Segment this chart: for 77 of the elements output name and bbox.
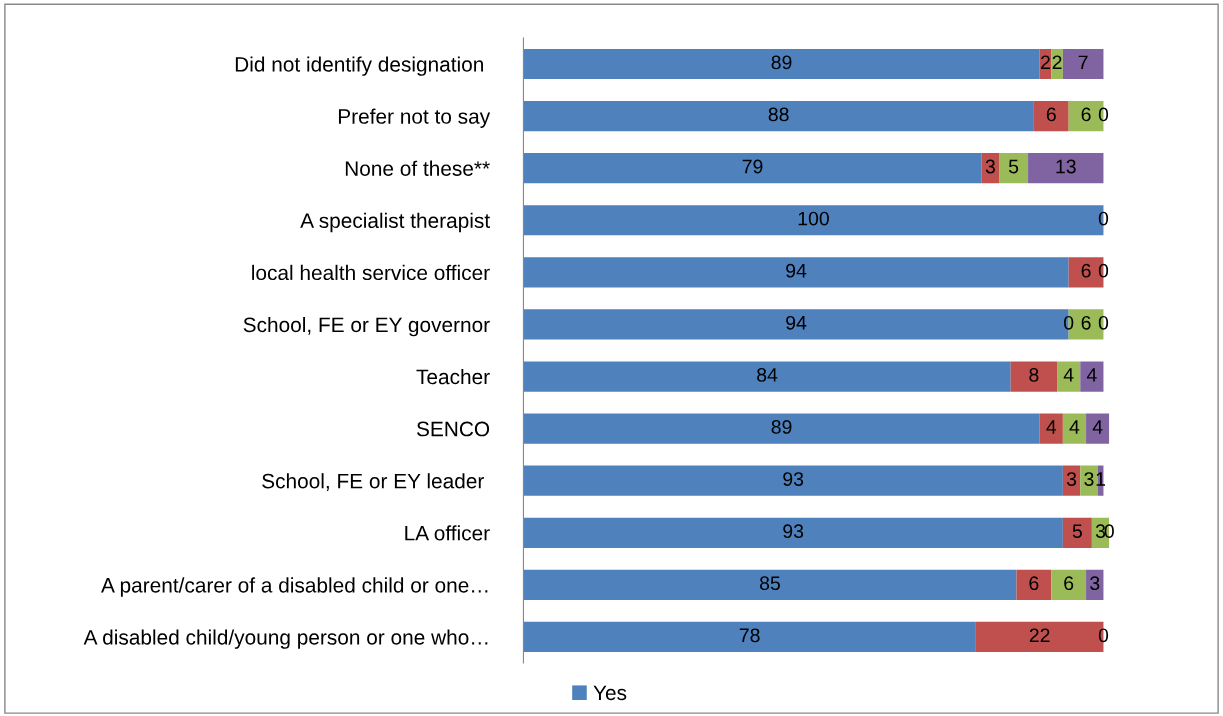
data-label: 78	[739, 628, 760, 643]
bar	[1010, 361, 1058, 392]
data-label: 2	[1052, 55, 1062, 70]
bar	[1016, 569, 1052, 600]
legend-label: Yes	[593, 685, 627, 701]
data-label: 6	[1029, 576, 1039, 591]
y-tick-label: local health service officer	[252, 264, 490, 281]
y-tick-label: Did not identify designation	[235, 56, 483, 76]
data-label: 88	[768, 107, 789, 122]
data-label: 3	[1066, 472, 1077, 486]
data-label: 0	[1104, 524, 1114, 539]
bar	[1039, 413, 1063, 444]
data-label: 7	[1078, 55, 1088, 70]
bar	[1080, 465, 1098, 496]
bar	[523, 48, 1040, 80]
data-label: 8	[1029, 367, 1039, 382]
bar	[1051, 569, 1087, 600]
data-label: 89	[771, 55, 792, 70]
data-label: 4	[1086, 368, 1097, 382]
data-label: 6	[1081, 263, 1091, 278]
bar	[1062, 413, 1087, 444]
data-label: 4	[1092, 420, 1103, 434]
data-label: 84	[757, 367, 778, 382]
data-label: 13	[1056, 159, 1076, 174]
data-label: 4	[1046, 420, 1057, 434]
y-tick-label: None of these**	[345, 160, 490, 176]
data-label: 94	[786, 263, 807, 278]
data-label: 3	[985, 159, 995, 174]
bar	[1080, 361, 1104, 392]
data-label: 3	[1090, 576, 1100, 591]
data-label: 94	[786, 315, 807, 330]
data-label: 100	[798, 211, 829, 226]
y-tick-label: A specialist therapist	[300, 212, 490, 233]
data-label: 0	[1064, 315, 1074, 330]
bar	[523, 517, 1063, 548]
bar	[523, 100, 1034, 132]
bar	[1086, 413, 1110, 444]
data-label: 93	[783, 472, 804, 486]
bar	[523, 413, 1040, 444]
bar	[523, 621, 976, 653]
y-tick-label: A disabled child/young person or one who…	[83, 629, 488, 649]
data-label: 6	[1064, 576, 1074, 591]
bar	[1062, 517, 1092, 548]
data-label: 93	[783, 524, 804, 539]
bar	[1062, 48, 1104, 80]
data-label: 89	[771, 420, 792, 434]
data-label: 2	[1041, 55, 1050, 70]
bar	[523, 465, 1063, 496]
data-label: 6	[1046, 107, 1056, 122]
y-tick-label: SENCO	[416, 421, 490, 437]
data-label: 85	[759, 576, 780, 591]
y-tick-label: A parent/carer of a disabled child or one…	[101, 577, 488, 597]
bar	[999, 153, 1029, 184]
y-tick-label: Teacher	[416, 368, 490, 385]
data-label: 22	[1029, 628, 1050, 642]
bar	[523, 257, 1069, 288]
data-label: 5	[1072, 524, 1082, 539]
data-label: 0	[1098, 628, 1109, 643]
bar	[523, 569, 1017, 600]
y-tick-label: School, FE or EY governor	[243, 316, 490, 337]
bar	[1051, 48, 1063, 80]
data-label: 3	[1084, 472, 1094, 486]
data-label: 3	[1095, 524, 1106, 539]
bar	[1057, 361, 1081, 392]
bar	[523, 361, 1011, 392]
data-label: 79	[742, 159, 763, 174]
y-tick-label: LA officer	[405, 525, 490, 541]
bar	[1033, 100, 1069, 132]
y-tick-label: Prefer not to say	[338, 108, 491, 128]
data-label: 6	[1081, 315, 1091, 330]
data-label: 6	[1081, 107, 1091, 122]
bar	[523, 153, 982, 184]
data-label: 5	[1008, 159, 1019, 174]
data-label: 4	[1063, 368, 1074, 382]
y-tick-label: School, FE or EY leader	[262, 473, 484, 491]
data-label: 4	[1069, 420, 1080, 434]
bar	[1028, 153, 1104, 184]
